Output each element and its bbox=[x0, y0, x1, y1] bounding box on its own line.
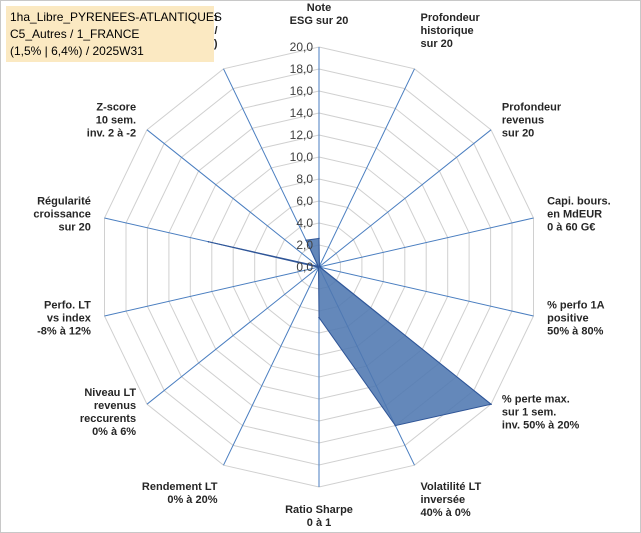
axis-label-3: Profondeur revenus sur 20 bbox=[502, 102, 562, 140]
axis-label-12: Régularité croissance sur 20 bbox=[33, 195, 90, 233]
spoke-14 bbox=[223, 68, 320, 268]
tick-label: 8,0 bbox=[296, 172, 313, 186]
axis-label-1: Note ESG sur 20 bbox=[290, 2, 349, 27]
tick-label: 16,0 bbox=[290, 84, 314, 98]
data-point-7 bbox=[394, 424, 397, 427]
spoke-9 bbox=[223, 266, 320, 466]
tick-label: 12,0 bbox=[290, 128, 314, 142]
title-line-2: C5_Autres / 1_FRANCE bbox=[10, 27, 140, 41]
axis-label-5: % perfo 1A positive 50% à 80% bbox=[547, 300, 605, 338]
spoke-10 bbox=[146, 266, 320, 405]
chart-title-box: 1ha_Libre_PYRENEES-ATLANTIQUES C5_Autres… bbox=[6, 6, 222, 62]
data-point-14 bbox=[305, 239, 307, 241]
axis-label-2: Profondeur historique sur 20 bbox=[421, 12, 481, 50]
tick-label: 0,0 bbox=[296, 260, 313, 274]
axis-label-10: Niveau LT revenus reccurents 0% à 6% bbox=[80, 387, 137, 438]
radar-grid bbox=[104, 46, 534, 488]
tick-label: 10,0 bbox=[290, 150, 314, 164]
spoke-3 bbox=[318, 129, 492, 268]
axis-label-6: % perte max. sur 1 sem. inv. 50% à 20% bbox=[502, 393, 580, 431]
spoke-5 bbox=[318, 266, 534, 317]
data-point-8 bbox=[318, 316, 320, 319]
tick-label: 18,0 bbox=[290, 62, 314, 76]
spoke-13 bbox=[146, 129, 320, 268]
tick-label: 2,0 bbox=[296, 238, 313, 252]
spoke-4 bbox=[318, 217, 534, 268]
axis-label-8: Ratio Sharpe 0 à 1 bbox=[285, 504, 353, 529]
axis-labels: Note ESG sur 20 Profondeur historique sur 20… bbox=[33, 2, 610, 529]
tick-label: 4,0 bbox=[296, 216, 313, 230]
tick-label: 14,0 bbox=[290, 106, 314, 120]
data-point-6 bbox=[490, 403, 492, 406]
spoke-11 bbox=[104, 266, 320, 317]
data-point-13 bbox=[317, 265, 319, 268]
series-area-1 bbox=[208, 237, 493, 427]
data-point-12 bbox=[207, 241, 210, 243]
data-point-1 bbox=[318, 237, 320, 240]
tick-label: 20,0 bbox=[290, 40, 314, 54]
axis-label-7: Volatilité LT inversée 40% à 0% bbox=[421, 481, 482, 519]
axis-label-4: Capi. bours. en MdEUR 0 à 60 G€ bbox=[547, 195, 611, 233]
axis-label-9: Rendement LT 0% à 20% bbox=[142, 481, 218, 506]
data-point-5 bbox=[319, 266, 321, 269]
axis-label-11: Perfo. LT vs index -8% à 12% bbox=[37, 300, 92, 338]
radial-tick-labels: 0,0 2,0 4,0 6,0 8,0 10,0 12,0 14,0 16,0 18,0 20,0 bbox=[290, 40, 314, 274]
spoke-2 bbox=[318, 68, 415, 268]
title-line-1: 1ha_Libre_PYRENEES-ATLANTIQUES bbox=[10, 10, 222, 24]
tick-label: 6,0 bbox=[296, 194, 313, 208]
radar-series bbox=[207, 237, 493, 427]
axis-label-13: Z-score 10 sem. inv. 2 à -2 bbox=[87, 102, 136, 140]
title-line-3: (1,5% | 6,4%) / 2025W31 bbox=[10, 44, 144, 58]
